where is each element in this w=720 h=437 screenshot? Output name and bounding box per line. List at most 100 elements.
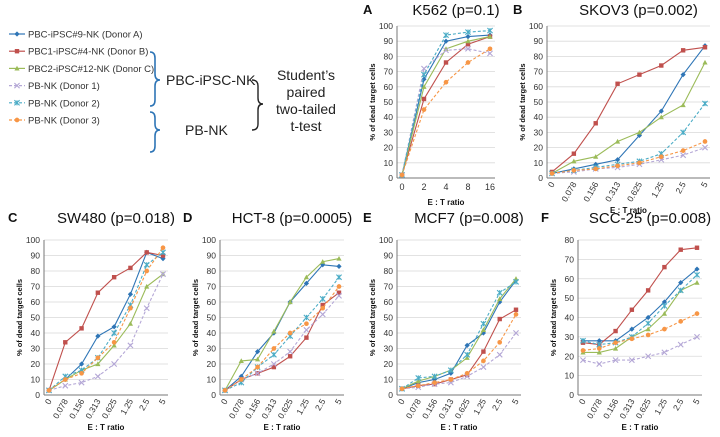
series-line <box>224 286 340 391</box>
legend-label: PB-NK (Donor 3) <box>28 116 100 127</box>
data-point <box>271 346 277 351</box>
data-point <box>612 357 619 364</box>
x-tick-label: 0.313 <box>617 397 636 421</box>
y-tick-label: 80 <box>565 235 575 245</box>
data-point <box>661 302 668 309</box>
y-tick-label: 90 <box>384 36 394 46</box>
group-bracket-ipsc <box>149 51 161 107</box>
x-tick-label: 0 <box>399 182 404 192</box>
y-tick-label: 10 <box>31 375 41 385</box>
data-point <box>160 256 166 262</box>
chart-title: SW480 (p=0.018) <box>57 210 175 227</box>
y-tick-label: 70 <box>384 282 394 292</box>
legend-label: PBC-iPSC#9-NK (Donor A) <box>28 30 143 41</box>
data-point <box>127 291 134 297</box>
data-point <box>254 370 261 377</box>
data-point <box>678 280 684 286</box>
x-tick-label: 5 <box>691 397 702 406</box>
series <box>549 139 708 176</box>
y-tick-label: 0 <box>569 390 574 400</box>
data-point <box>677 341 684 348</box>
y-tick-label: 60 <box>384 82 394 92</box>
data-point <box>448 370 454 376</box>
series-line <box>401 36 491 176</box>
x-tick-label: 8 <box>465 182 470 192</box>
data-point <box>95 290 101 295</box>
data-point <box>421 107 427 112</box>
data-point <box>271 328 277 334</box>
data-point <box>678 247 683 252</box>
y-tick-label: 30 <box>565 332 575 342</box>
data-point <box>415 383 421 389</box>
data-point <box>336 256 342 261</box>
data-point <box>287 348 294 355</box>
y-tick-label: 30 <box>534 127 544 137</box>
data-point <box>432 380 437 385</box>
data-point <box>612 345 619 351</box>
series <box>46 271 166 394</box>
series <box>222 262 342 393</box>
data-point <box>487 46 493 52</box>
data-point <box>336 284 342 289</box>
data-point <box>629 336 635 342</box>
x-tick-label: 0.313 <box>259 397 278 421</box>
data-point <box>465 60 471 65</box>
x-axis-label: E : T ratio <box>264 423 301 432</box>
y-tick-label: 90 <box>31 251 41 261</box>
y-tick-label: 80 <box>534 51 544 61</box>
data-point <box>319 295 326 302</box>
x-tick-label: 0.625 <box>276 397 295 421</box>
y-tick-label: 50 <box>384 313 394 323</box>
legend-marker <box>14 82 20 89</box>
series-line <box>224 276 340 391</box>
x-tick-label: 0.156 <box>581 180 600 204</box>
data-point <box>481 358 486 364</box>
chart-panel-e: E MCF7 (p=0.008)010203040506070809010000.… <box>363 210 524 432</box>
test-bracket <box>251 79 264 131</box>
series <box>580 266 700 344</box>
test-label-line: paired <box>287 84 326 100</box>
data-point <box>287 354 293 359</box>
data-point <box>465 42 471 47</box>
data-point <box>658 108 664 114</box>
data-point <box>596 349 602 355</box>
series-line <box>551 46 706 173</box>
data-point <box>271 364 277 370</box>
chart-panel-a: A K562 (p=0.1) 0 10 20 30 40 50 60 70 80 90 100 0 2 4 8 1… <box>363 2 500 207</box>
data-point <box>571 158 577 164</box>
x-tick-label: 0.078 <box>559 180 578 204</box>
x-axis-label: E : T ratio <box>428 198 465 207</box>
chart-panel-f: F SCC-25 (p=0.008)0102030405060708000.078… <box>541 210 711 432</box>
y-tick-label: 60 <box>31 297 41 307</box>
legend-entry: PB-NK (Donor 2) <box>9 98 100 109</box>
series-line <box>224 258 340 391</box>
series-line <box>582 274 698 346</box>
data-point <box>144 283 150 289</box>
data-point <box>270 351 277 358</box>
data-point <box>661 311 668 316</box>
data-point <box>628 357 635 364</box>
data-point <box>702 45 708 50</box>
series <box>46 245 166 393</box>
data-point <box>645 353 652 360</box>
data-point <box>487 34 493 39</box>
series-line <box>583 268 698 342</box>
data-point <box>160 271 166 278</box>
data-point <box>336 263 342 269</box>
data-point <box>645 332 651 338</box>
data-point <box>421 96 427 102</box>
x-tick-label: 0.078 <box>227 397 246 421</box>
y-axis-label: % of dead target cells <box>518 63 527 140</box>
y-tick-label: 30 <box>384 127 394 137</box>
y-tick-label: 10 <box>534 158 544 168</box>
data-point <box>580 357 586 364</box>
test-label-line: Student’s <box>277 67 335 83</box>
y-tick-label: 20 <box>384 359 394 369</box>
data-point <box>480 320 487 327</box>
data-point <box>615 163 620 169</box>
y-tick-label: 80 <box>384 51 394 61</box>
y-tick-label: 60 <box>534 82 544 92</box>
